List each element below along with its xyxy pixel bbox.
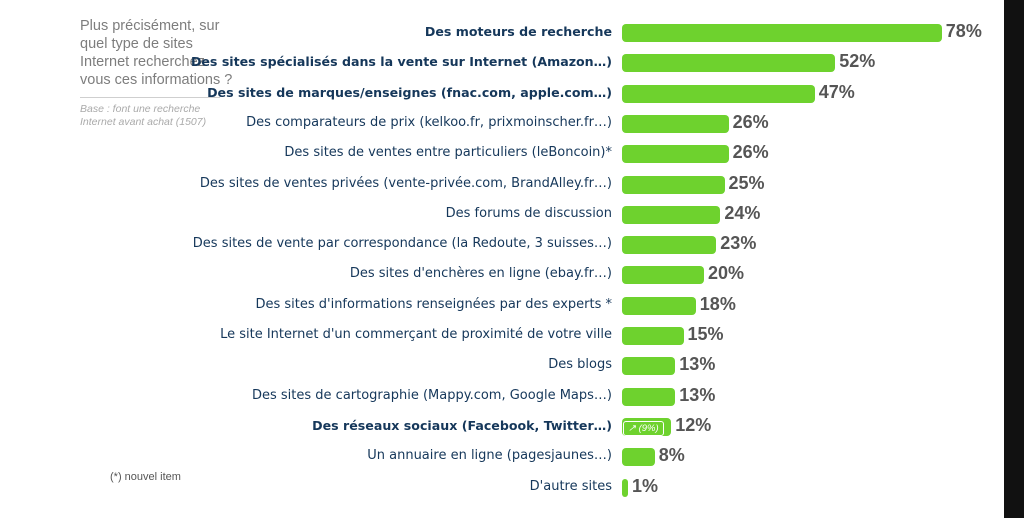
bar: [622, 296, 696, 315]
category-label: Le site Internet d'un commerçant de prox…: [220, 327, 612, 342]
bar-row: Des sites de vente par correspondance (l…: [0, 230, 1004, 260]
bar-row: Le site Internet d'un commerçant de prox…: [0, 321, 1004, 351]
category-label: Des sites de marques/enseignes (fnac.com…: [207, 84, 612, 100]
value-label: 12%: [675, 414, 712, 435]
bar: [622, 205, 721, 224]
bar-row: Des moteurs de recherche 78%: [0, 18, 1004, 48]
footnote: (*) nouvel item: [110, 471, 181, 483]
bar: [622, 387, 676, 406]
bar: [622, 24, 942, 42]
category-label: Des sites de ventes privées (vente-privé…: [199, 175, 612, 191]
bar: [622, 448, 655, 467]
value-label: 15%: [687, 324, 724, 344]
value-label: 18%: [699, 293, 736, 314]
value-label: 26%: [732, 111, 769, 132]
bar-row: Des sites de cartographie (Mappy.com, Go…: [0, 382, 1004, 412]
bar: [622, 54, 836, 73]
category-label: D'autre sites: [529, 478, 612, 494]
value-label: 52%: [839, 51, 876, 72]
category-label: Des moteurs de recherche: [424, 24, 612, 39]
bar: [622, 236, 717, 255]
category-label: Des forums de discussion: [445, 205, 612, 221]
bar: [622, 84, 815, 103]
category-label: Un annuaire en ligne (pagesjaunes…): [367, 448, 612, 464]
bar-row: Des forums de discussion 24%: [0, 200, 1004, 230]
bar-row: Un annuaire en ligne (pagesjaunes…) 8%: [0, 442, 1004, 472]
value-label: 47%: [818, 81, 855, 102]
bar-row: Des blogs 13%: [0, 351, 1004, 381]
bar: [622, 357, 676, 376]
bar: [622, 145, 729, 164]
value-label: 13%: [679, 354, 716, 375]
bar-row: Des sites d'informations renseignées par…: [0, 291, 1004, 321]
bar: [622, 114, 729, 133]
bar: [622, 266, 704, 285]
bar-row: Des sites spécialisés dans la vente sur …: [0, 48, 1004, 78]
value-label: 78%: [945, 21, 982, 41]
bar-row: Des sites d'enchères en ligne (ebay.fr…)…: [0, 260, 1004, 290]
bar: [622, 478, 628, 497]
category-label: Des sites spécialisés dans la vente sur …: [190, 54, 612, 70]
category-label: Des comparateurs de prix (kelkoo.fr, pri…: [246, 114, 612, 130]
value-label: 25%: [728, 172, 765, 193]
question-divider: [80, 97, 220, 98]
right-edge: [1004, 0, 1024, 518]
value-label: 8%: [658, 445, 685, 466]
value-label: 24%: [724, 202, 761, 223]
bar-row: Des sites de ventes entre particuliers (…: [0, 139, 1004, 169]
category-label: Des sites de vente par correspondance (l…: [192, 236, 612, 252]
category-label: Des sites d'enchères en ligne (ebay.fr…): [349, 266, 612, 282]
value-label: 13%: [679, 384, 716, 405]
category-label: Des sites d'informations renseignées par…: [255, 296, 612, 312]
value-label: 26%: [732, 142, 769, 163]
bar-row: Des sites de marques/enseignes (fnac.com…: [0, 79, 1004, 109]
category-label: Des blogs: [548, 357, 612, 373]
bar: [622, 327, 684, 345]
bar: [622, 175, 725, 194]
question-text: Plus précisément, sur quel type de sites…: [80, 18, 233, 88]
trend-badge: ↗ (9%): [623, 420, 664, 436]
bar-row: Des comparateurs de prix (kelkoo.fr, pri…: [0, 109, 1004, 139]
category-label: Des sites de cartographie (Mappy.com, Go…: [251, 387, 612, 403]
value-label: 20%: [708, 263, 745, 284]
value-label: 23%: [720, 233, 757, 254]
category-label: Des sites de ventes entre particuliers (…: [284, 145, 612, 161]
bar-row: Des réseaux sociaux (Facebook, Twitter…)…: [0, 412, 1004, 442]
bar-row: D'autre sites 1%: [0, 473, 1004, 503]
value-label: 1%: [632, 475, 659, 496]
bar-row: Des sites de ventes privées (vente-privé…: [0, 170, 1004, 200]
category-label: Des réseaux sociaux (Facebook, Twitter…): [312, 417, 612, 433]
base-note: Base : font une recherche Internet avant…: [80, 103, 207, 128]
